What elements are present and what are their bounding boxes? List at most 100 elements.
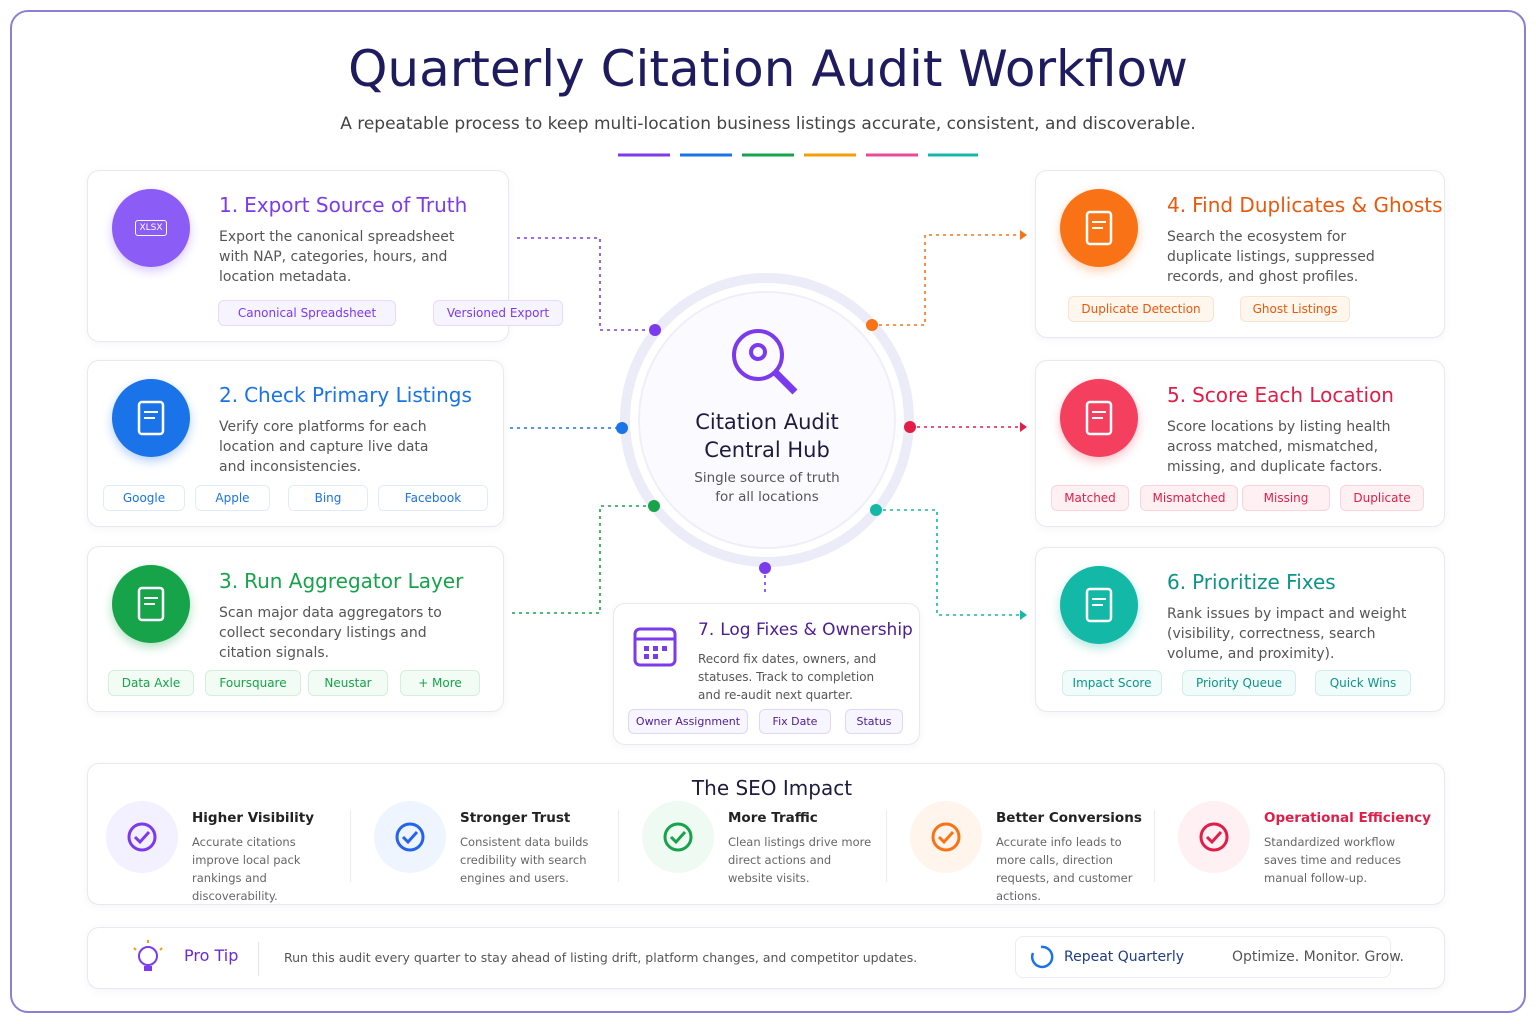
tag: Duplicate bbox=[1340, 485, 1424, 511]
hub-title: Citation Audit Central Hub bbox=[695, 410, 839, 462]
step-number: 4. bbox=[1167, 193, 1187, 217]
step-number: 1. bbox=[219, 193, 239, 217]
divider bbox=[1154, 810, 1155, 882]
tag: Google bbox=[103, 485, 185, 511]
divider bbox=[618, 810, 619, 882]
tag: Versioned Export bbox=[433, 300, 563, 326]
step-number: 3. bbox=[219, 569, 239, 593]
tip-panel: Pro Tip Run this audit every quarter to … bbox=[87, 927, 1445, 989]
glyph bbox=[1085, 587, 1113, 623]
impact-icon bbox=[642, 801, 714, 873]
frame bbox=[10, 10, 1526, 1013]
impact-title: Better Conversions bbox=[996, 810, 1142, 826]
tag: Canonical Spreadsheet bbox=[218, 300, 396, 326]
calendar bbox=[633, 627, 677, 667]
hub-subtitle: Single source of truth for all locations bbox=[694, 470, 840, 505]
step-name: Prioritize Fixes bbox=[1192, 570, 1336, 594]
step-title: 2. Check Primary Listings bbox=[219, 383, 472, 407]
impact-description: Standardized workflow saves time and red… bbox=[1264, 835, 1402, 885]
step-title: 7. Log Fixes & Ownership bbox=[698, 620, 913, 640]
step-card: 7. Log Fixes & Ownership Record fix dates,… bbox=[613, 603, 920, 745]
tag: Apple bbox=[195, 485, 270, 511]
tip-label: Pro Tip bbox=[184, 946, 239, 965]
step-card: XLSX 1. Export Source of Truth Export the c… bbox=[87, 170, 563, 342]
tag: Status bbox=[845, 709, 903, 734]
impact-description: Consistent data builds credibility with … bbox=[460, 835, 589, 885]
step-icon bbox=[112, 379, 190, 457]
tip-text: Run this audit every quarter to stay ahe… bbox=[284, 950, 918, 965]
step-icon bbox=[1060, 189, 1138, 267]
glyph bbox=[395, 822, 425, 852]
tag: Foursquare bbox=[205, 670, 301, 696]
impact-icon bbox=[910, 801, 982, 873]
tag: Impact Score bbox=[1062, 670, 1162, 696]
tag: Missing bbox=[1242, 485, 1330, 511]
step-title: 6. Prioritize Fixes bbox=[1167, 570, 1336, 594]
step-icon bbox=[1060, 379, 1138, 457]
glyph bbox=[1085, 210, 1113, 246]
tag: Ghost Listings bbox=[1240, 296, 1350, 322]
step-name: Run Aggregator Layer bbox=[244, 569, 464, 593]
divider bbox=[350, 810, 351, 882]
step-card: 2. Check Primary Listings Verify core plat… bbox=[87, 360, 504, 527]
tag: Owner Assignment bbox=[628, 709, 748, 734]
impact-description: Accurate citations improve local pack ra… bbox=[192, 835, 301, 903]
tag: Mismatched bbox=[1140, 485, 1238, 511]
tag: Fix Date bbox=[759, 709, 831, 734]
title: Quarterly Citation Audit Workflow bbox=[348, 40, 1188, 98]
impact-title: Stronger Trust bbox=[460, 810, 571, 826]
step-number: 5. bbox=[1167, 383, 1187, 407]
impact-icon bbox=[374, 801, 446, 873]
glyph bbox=[137, 586, 165, 622]
step-icon bbox=[632, 622, 678, 672]
step-description: Rank issues by impact and weight (visibi… bbox=[1167, 606, 1407, 662]
step-icon: XLSX bbox=[112, 189, 190, 267]
glyph bbox=[127, 822, 157, 852]
step-card: 6. Prioritize Fixes Rank issues by impact … bbox=[1035, 547, 1445, 712]
glyph bbox=[137, 400, 165, 436]
step-description: Score locations by listing health across… bbox=[1167, 419, 1391, 475]
step-number: 2. bbox=[219, 383, 239, 407]
impact-title: More Traffic bbox=[728, 810, 818, 826]
divider bbox=[886, 810, 887, 882]
glyph bbox=[1085, 400, 1113, 436]
step-card: 3. Run Aggregator Layer Scan major data ag… bbox=[87, 546, 504, 712]
step-name: Log Fixes & Ownership bbox=[720, 620, 913, 640]
impact-panel: The SEO Impact Higher Visibility Accurate… bbox=[87, 763, 1445, 905]
tag: Priority Queue bbox=[1182, 670, 1296, 696]
tag: Quick Wins bbox=[1315, 670, 1411, 696]
tag: Facebook bbox=[378, 485, 488, 511]
step-title: 3. Run Aggregator Layer bbox=[219, 569, 463, 593]
glyph bbox=[1199, 822, 1229, 852]
impact-description: Accurate info leads to more calls, direc… bbox=[996, 835, 1133, 903]
step-description: Verify core platforms for each location … bbox=[219, 419, 429, 475]
step-title: 4. Find Duplicates & Ghosts bbox=[1167, 193, 1443, 217]
step-number: 6. bbox=[1167, 570, 1187, 594]
impact-title: The SEO Impact bbox=[691, 776, 853, 800]
step-name: Score Each Location bbox=[1192, 383, 1394, 407]
icon-label: XLSX bbox=[135, 220, 167, 236]
step-name: Find Duplicates & Ghosts bbox=[1192, 193, 1443, 217]
tag: Matched bbox=[1051, 485, 1129, 511]
badge: Repeat Quarterly bbox=[1064, 949, 1184, 965]
repeat-icon bbox=[1031, 945, 1054, 969]
impact-icon bbox=[106, 801, 178, 873]
bulb-icon bbox=[133, 940, 163, 971]
step-card: 5. Score Each Location Score locations by … bbox=[1035, 360, 1445, 527]
tag: Neustar bbox=[308, 670, 388, 696]
step-title: 1. Export Source of Truth bbox=[219, 193, 467, 217]
tagline: Optimize. Monitor. Grow. bbox=[1232, 949, 1404, 965]
tag: Bing bbox=[288, 485, 368, 511]
tag: Duplicate Detection bbox=[1068, 296, 1214, 322]
glyph bbox=[663, 822, 693, 852]
step-name: Check Primary Listings bbox=[244, 383, 472, 407]
tag: + More bbox=[400, 670, 480, 696]
tag: Data Axle bbox=[108, 670, 194, 696]
impact-icon bbox=[1178, 801, 1250, 873]
step-icon bbox=[1060, 566, 1138, 644]
step-description: Scan major data aggregators to collect s… bbox=[219, 605, 442, 661]
step-number: 7. bbox=[698, 620, 715, 640]
step-description: Search the ecosystem for duplicate listi… bbox=[1167, 229, 1375, 285]
impact-title: Operational Efficiency bbox=[1264, 810, 1431, 826]
